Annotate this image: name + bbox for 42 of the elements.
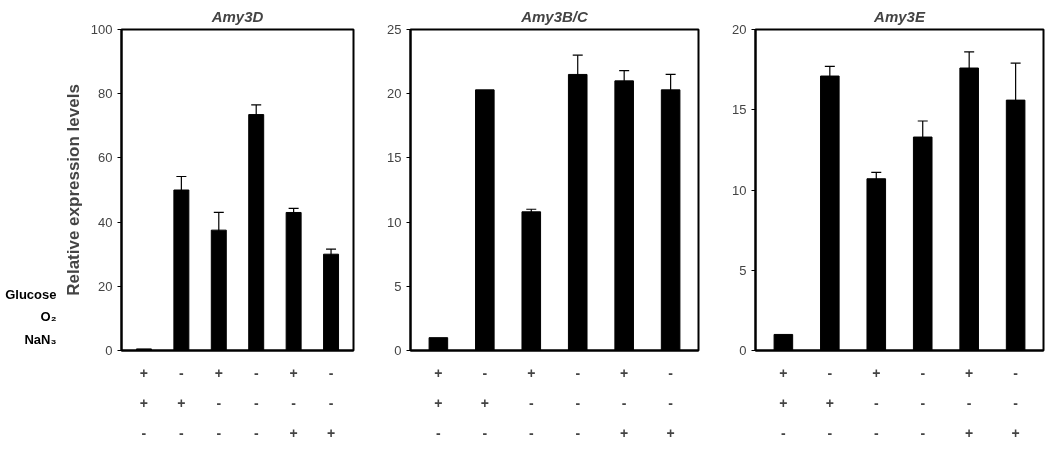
x-tick-label: + + -	[139, 364, 149, 442]
y-tick-label: 5	[394, 278, 402, 294]
y-tick-label: 10	[387, 214, 402, 230]
x-tick-label: - - +	[326, 364, 336, 442]
x-tick-label: + + -	[779, 364, 788, 442]
x-tick-label: + - +	[965, 364, 974, 442]
y-tick-label: 40	[98, 214, 113, 230]
y-tick-label: 0	[105, 343, 113, 358]
y-tick-label: 25	[387, 22, 402, 37]
text: NaN₃	[24, 331, 57, 347]
x-tick-label: + - -	[214, 364, 223, 442]
chart-title: Amy3E	[873, 7, 926, 25]
y-tick-label: 0	[739, 343, 747, 358]
x-tick-label: + - -	[527, 364, 536, 442]
y-tick-label: 15	[732, 102, 747, 118]
y-tick-label: 80	[98, 86, 113, 102]
x-tick-label: - - +	[666, 364, 675, 442]
y-tick-label: 10	[732, 182, 747, 198]
x-tick-label: + - +	[289, 364, 298, 442]
chart-title: Amy3B/C	[520, 7, 590, 25]
x-tick-label: - + -	[480, 364, 489, 442]
y-tick-label: 5	[739, 262, 747, 278]
x-tick-label: - - -	[253, 364, 259, 442]
x-tick-label: - - +	[1011, 364, 1020, 442]
y-tick-label: 0	[394, 343, 402, 358]
y-tick-label: 20	[387, 86, 402, 102]
y-tick-label: 20	[98, 278, 113, 294]
y-tick-label: 60	[98, 150, 113, 166]
y-tick-label: 100	[90, 22, 113, 37]
x-tick-label: - + -	[177, 364, 186, 442]
x-tick-label: + - +	[620, 364, 629, 442]
text: Glucose	[5, 287, 57, 303]
y-tick-label: 20	[732, 22, 747, 37]
x-tick-label: - - -	[575, 364, 581, 442]
x-tick-label: + + -	[434, 364, 443, 442]
x-tick-label: - - -	[920, 364, 926, 442]
x-tick-label: + - -	[872, 364, 881, 442]
text: O₂	[40, 309, 57, 325]
y-tick-label: 15	[387, 150, 402, 166]
x-tick-label: - + -	[825, 364, 834, 442]
chart-title: Amy3D	[210, 7, 264, 25]
y-axis-title: Relative expression levels	[63, 84, 83, 296]
